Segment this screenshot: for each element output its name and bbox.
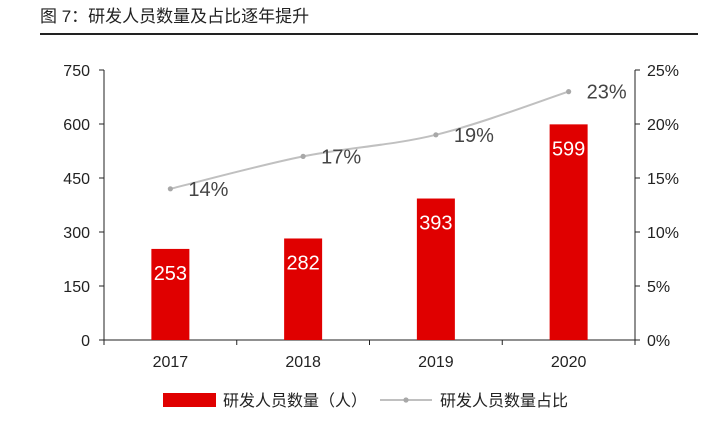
- x-tick-label: 2019: [418, 354, 454, 371]
- line-point: [566, 89, 572, 95]
- y-right-ticks: 0% 5% 10% 15% 20% 25%: [635, 63, 679, 350]
- figure-title: 图 7：研发人员数量及占比逐年提升: [40, 7, 310, 26]
- y-left-tick-label: 600: [63, 117, 90, 134]
- x-tick-label: 2020: [551, 354, 587, 371]
- line-value-label: 19%: [454, 125, 494, 147]
- y-right-tick-label: 10%: [647, 225, 679, 242]
- bar-value-label: 599: [552, 138, 585, 160]
- bar: [151, 248, 190, 340]
- line-series: 14% 17% 19% 23%: [167, 82, 627, 201]
- bar-series: 253 282 393 599: [151, 124, 588, 340]
- x-ticks: 2017 2018 2019 2020: [103, 340, 636, 371]
- y-right-tick-label: 25%: [647, 63, 679, 80]
- y-left-tick-label: 0: [81, 333, 90, 350]
- y-right-tick-label: 0%: [647, 333, 670, 350]
- line-value-label: 14%: [188, 179, 228, 201]
- x-tick-label: 2017: [153, 354, 189, 371]
- title-divider: [40, 33, 698, 35]
- x-tick-label: 2018: [285, 354, 321, 371]
- y-left-tick-label: 750: [63, 63, 90, 80]
- y-left-tick-label: 150: [63, 279, 90, 296]
- legend-swatch-bar: [163, 393, 216, 407]
- bar-value-label: 282: [286, 252, 319, 274]
- y-right-tick-label: 15%: [647, 171, 679, 188]
- bar: [416, 198, 455, 340]
- line-value-label: 17%: [321, 146, 361, 168]
- line-point: [433, 132, 439, 138]
- legend: 研发人员数量（人） 研发人员数量占比: [163, 392, 568, 410]
- line-value-label: 23%: [587, 82, 627, 104]
- bar-value-label: 253: [154, 263, 187, 285]
- y-right-tick-label: 20%: [647, 117, 679, 134]
- bar: [549, 124, 588, 340]
- legend-label-line: 研发人员数量占比: [440, 392, 568, 410]
- y-left-tick-label: 450: [63, 171, 90, 188]
- bar-value-label: 393: [419, 213, 452, 235]
- y-left-tick-label: 300: [63, 225, 90, 242]
- y-left-ticks: 0 150 300 450 600 750: [63, 63, 104, 350]
- line-path: [170, 90, 569, 190]
- line-point: [300, 153, 306, 159]
- legend-label-bar: 研发人员数量（人）: [223, 392, 367, 410]
- bar: [284, 238, 323, 340]
- y-right-tick-label: 5%: [647, 279, 670, 296]
- line-point: [167, 186, 173, 192]
- legend-swatch-marker: [403, 397, 409, 403]
